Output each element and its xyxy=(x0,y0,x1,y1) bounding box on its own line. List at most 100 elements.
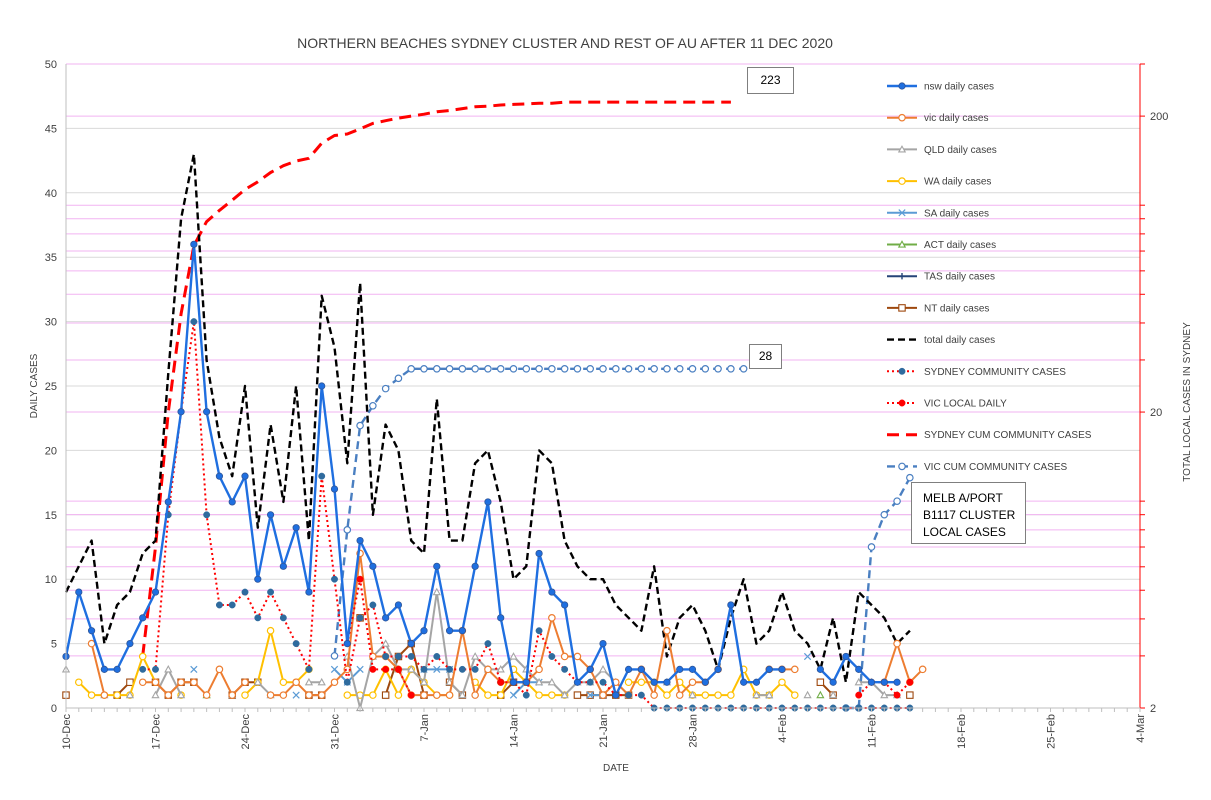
data-point-nsw xyxy=(87,627,96,635)
data-point-nsw xyxy=(228,498,236,506)
data-point-wa xyxy=(714,691,722,699)
data-point-wa xyxy=(663,691,671,699)
series-wa xyxy=(74,626,799,699)
data-point-vic xyxy=(279,691,288,699)
data-point-nsw xyxy=(433,562,441,570)
data-point-vic xyxy=(688,678,697,687)
data-point-nsw xyxy=(330,485,339,493)
data-point-nsw xyxy=(445,627,454,635)
data-point-vic xyxy=(599,691,607,699)
data-point-qld xyxy=(164,665,173,673)
data-point-nsw xyxy=(765,665,773,673)
data-point-nsw xyxy=(471,562,479,570)
data-point-vic_cum xyxy=(701,365,710,373)
data-point-wa xyxy=(637,678,646,687)
data-point-vic_local xyxy=(893,691,901,699)
x-tick-label: 17-Dec xyxy=(151,714,163,750)
y2-tick-label: 2 xyxy=(1150,703,1156,715)
data-point-sa xyxy=(586,691,594,699)
data-point-nsw xyxy=(701,678,709,686)
data-point-nsw xyxy=(394,601,403,609)
data-point-qld xyxy=(598,665,608,673)
legend-marker xyxy=(897,145,907,153)
data-point-qld xyxy=(304,677,314,686)
data-point-vic_cum xyxy=(739,365,748,373)
sydney-total-callout: 223 xyxy=(747,67,794,94)
series-qld xyxy=(61,587,902,712)
y-tick-label: 45 xyxy=(45,123,57,135)
y-tick-label: 10 xyxy=(45,574,57,586)
data-point-vic xyxy=(151,678,160,687)
data-point-vic_cum xyxy=(496,365,505,373)
data-point-wa xyxy=(343,691,352,699)
data-point-sydney_comm xyxy=(637,691,645,699)
data-point-qld xyxy=(176,690,186,699)
data-point-nsw xyxy=(241,472,249,480)
data-point-sydney_comm xyxy=(599,678,607,686)
data-point-sydney_comm xyxy=(382,653,390,660)
data-point-wa xyxy=(790,691,799,699)
data-point-vic_cum xyxy=(867,543,876,551)
vic-total-callout: 28 xyxy=(749,344,782,369)
series-line-vic xyxy=(90,552,924,697)
data-point-sydney_comm xyxy=(586,678,594,686)
data-point-sydney_comm xyxy=(292,640,300,648)
legend-label: WA daily cases xyxy=(924,177,991,188)
data-point-sydney_comm xyxy=(625,691,633,699)
legend-marker xyxy=(898,82,906,90)
data-point-sa xyxy=(803,652,812,661)
data-point-nsw xyxy=(522,678,530,686)
data-point-vic_cum xyxy=(688,365,697,373)
x-tick-label: 25-Feb xyxy=(1046,714,1058,749)
data-point-sa xyxy=(292,691,300,699)
data-point-wa xyxy=(87,691,96,699)
data-point-nsw xyxy=(139,614,147,622)
data-point-vic_cum xyxy=(586,365,595,373)
data-point-sydney_comm xyxy=(561,665,569,673)
data-point-nsw xyxy=(573,678,582,686)
data-point-nsw xyxy=(688,665,697,673)
legend-marker xyxy=(898,462,906,471)
data-point-qld xyxy=(880,690,889,699)
data-point-vic_cum xyxy=(522,365,531,373)
data-point-sydney_comm xyxy=(343,678,351,686)
legend-label: vic daily cases xyxy=(924,113,988,124)
data-point-nsw xyxy=(318,382,326,390)
x-tick-label: 24-Dec xyxy=(240,714,252,750)
data-point-vic xyxy=(675,691,684,699)
data-point-qld xyxy=(534,677,544,686)
data-point-nsw xyxy=(177,408,185,416)
data-point-vic xyxy=(650,691,658,699)
data-point-wa xyxy=(394,691,403,699)
data-point-qld xyxy=(125,690,135,699)
data-point-nsw xyxy=(75,588,83,596)
x-tick-label: 18-Feb xyxy=(956,714,968,749)
data-point-qld xyxy=(432,587,441,596)
data-point-nsw xyxy=(126,639,134,648)
y-tick-label: 15 xyxy=(45,510,57,522)
data-point-vic_cum xyxy=(675,365,684,373)
data-point-sydney_comm xyxy=(254,614,262,622)
data-point-vic xyxy=(215,665,224,674)
y-tick-label: 5 xyxy=(51,639,57,651)
data-point-nsw xyxy=(778,665,786,673)
data-point-sydney_comm xyxy=(203,511,211,519)
data-point-vic_cum xyxy=(509,365,518,373)
data-point-vic xyxy=(202,691,211,699)
data-point-nsw xyxy=(663,678,671,686)
data-point-wa xyxy=(701,691,710,699)
data-point-qld xyxy=(765,690,774,699)
legend-marker xyxy=(897,240,907,248)
chart-title: NORTHERN BEACHES SYDNEY CLUSTER AND REST… xyxy=(297,35,833,51)
data-point-vic xyxy=(484,665,492,674)
x-axis-label: DATE xyxy=(603,763,629,774)
series-sydney_cum xyxy=(141,100,731,657)
y-tick-label: 25 xyxy=(45,381,57,393)
series-total xyxy=(64,153,911,684)
data-point-sydney_comm xyxy=(305,665,313,673)
y-tick-label: 35 xyxy=(45,252,57,264)
data-point-qld xyxy=(547,677,556,686)
legend-label: SYDNEY COMMUNITY CASES xyxy=(924,367,1066,378)
series-vic_cum xyxy=(330,365,914,712)
